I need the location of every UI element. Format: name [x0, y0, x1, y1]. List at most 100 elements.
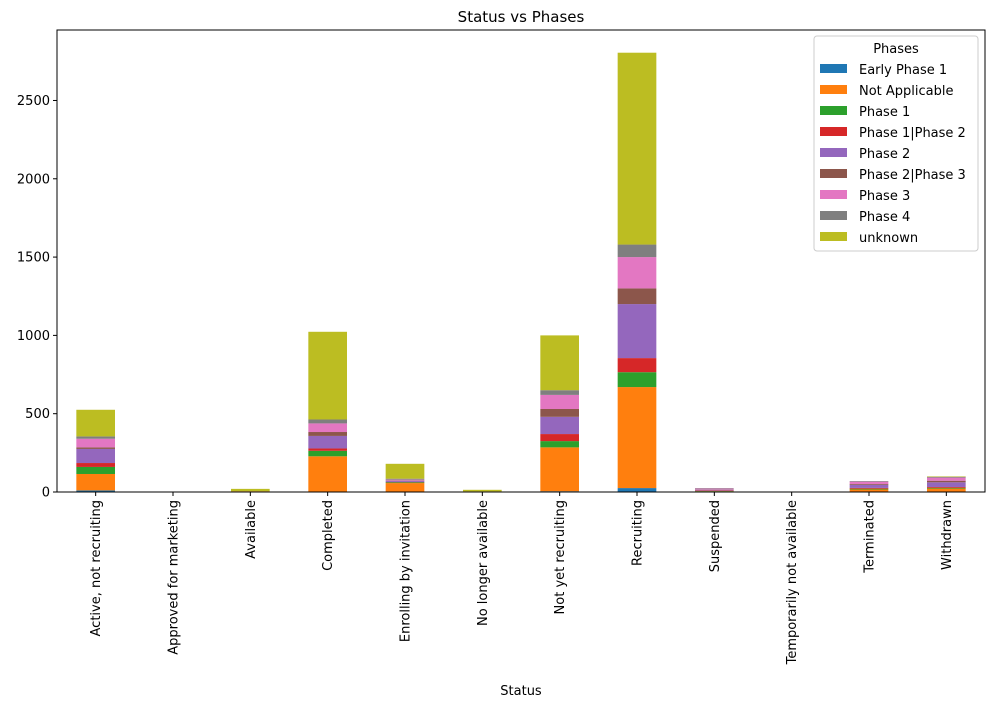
bar-withdrawn-phase-4 [927, 476, 966, 478]
legend-label-phase-1-phase-2: Phase 1|Phase 2 [859, 126, 966, 141]
y-tick-label-2500: 2500 [17, 94, 50, 109]
bar-not-yet-recruiting-phase-1 [540, 441, 579, 448]
y-tick-label-0: 0 [42, 486, 50, 501]
bar-completed-phase-2 [308, 435, 347, 449]
bar-not-yet-recruiting-phase-1-phase-2 [540, 434, 579, 442]
plot-frame [56, 29, 986, 493]
legend-swatch-phase-2-phase-3 [820, 169, 847, 178]
legend-label-phase-2-phase-3: Phase 2|Phase 3 [859, 168, 966, 183]
x-tick-label-available: Available [244, 500, 259, 559]
y-tick-label-2000: 2000 [17, 172, 50, 187]
bar-completed-phase-3 [308, 423, 347, 433]
bar-available-unknown [231, 488, 270, 492]
bar-completed-phase-4 [308, 419, 347, 424]
bar-recruiting-phase-1 [617, 372, 657, 388]
bar-recruiting-phase-4 [617, 244, 657, 258]
legend-swatch-early-phase-1 [820, 64, 847, 73]
x-axis: Active, not recruiting Approved for marke… [89, 492, 955, 665]
x-tick-label-withdrawn: Withdrawn [940, 500, 955, 570]
bar-active-not-recruiting-phase-2 [76, 448, 115, 464]
y-tick-label-1000: 1000 [17, 329, 50, 344]
bar-enrolling-by-invitation-phase-4 [385, 478, 425, 480]
legend-swatch-phase-3 [820, 190, 847, 199]
bar-recruiting-not-applicable [617, 387, 657, 489]
bar-enrolling-by-invitation-phase-1 [385, 482, 425, 484]
bar-no-longer-available-unknown [463, 489, 502, 492]
legend-box [813, 35, 979, 252]
bar-recruiting-unknown [617, 52, 657, 245]
bar-completed-phase-2-phase-3 [308, 432, 347, 436]
bar-completed-phase-1-phase-2 [308, 448, 347, 451]
x-tick-label-not-yet-recruiting: Not yet recruiting [553, 500, 568, 614]
legend-swatch-phase-1 [820, 106, 847, 115]
y-tick-label-1500: 1500 [17, 251, 50, 266]
bar-terminated-phase-3 [849, 481, 889, 485]
legend-label-phase-4: Phase 4 [859, 210, 910, 225]
bar-enrolling-by-invitation-phase-3 [385, 479, 425, 481]
bar-completed-unknown [308, 331, 347, 420]
legend-label-phase-1: Phase 1 [859, 105, 910, 120]
bar-terminated-phase-1 [849, 488, 889, 490]
legend-swatch-not-applicable [820, 85, 847, 94]
x-tick-label-active-not-recruiting: Active, not recruiting [89, 500, 104, 637]
legend-label-phase-2: Phase 2 [859, 147, 910, 162]
bar-terminated-phase-2 [849, 484, 889, 488]
bar-active-not-recruiting-phase-1 [76, 466, 115, 474]
bar-terminated-phase-4 [849, 481, 889, 482]
y-axis: 0 500 1000 1500 2000 2500 [17, 94, 57, 501]
bar-recruiting-phase-2 [617, 304, 657, 359]
bar-not-yet-recruiting-phase-2-phase-3 [540, 408, 579, 417]
bar-withdrawn-phase-2 [927, 482, 966, 487]
legend-swatch-phase-4 [820, 211, 847, 220]
bar-withdrawn-phase-2-phase-3 [927, 480, 966, 483]
bar-active-not-recruiting-early-phase-1 [76, 490, 115, 492]
bar-enrolling-by-invitation-unknown [385, 463, 425, 479]
bar-not-yet-recruiting-phase-4 [540, 390, 579, 395]
bar-active-not-recruiting-unknown [76, 409, 115, 437]
legend-label-not-applicable: Not Applicable [859, 84, 954, 99]
legend-label-unknown: unknown [859, 231, 918, 246]
bar-withdrawn-not-applicable [927, 488, 966, 492]
chart-title: Status vs Phases [458, 8, 585, 26]
bar-active-not-recruiting-phase-4 [76, 436, 115, 439]
bar-suspended-phase-3 [695, 488, 734, 490]
legend: Phases Early Phase 1 Not Applicable Phase 1… [813, 35, 979, 252]
bar-suspended-phase-2 [695, 489, 734, 491]
bar-withdrawn-phase-1-phase-2 [927, 486, 966, 488]
bar-terminated-phase-1-phase-2 [849, 487, 889, 489]
bar-active-not-recruiting-phase-2-phase-3 [76, 447, 115, 449]
bars-layer [76, 52, 966, 492]
bar-completed-not-applicable [308, 456, 347, 492]
legend-swatch-phase-2 [820, 148, 847, 157]
legend-title: Phases [873, 42, 919, 57]
x-tick-label-recruiting: Recruiting [631, 500, 646, 566]
bar-not-yet-recruiting-phase-2 [540, 416, 579, 435]
bar-active-not-recruiting-not-applicable [76, 473, 115, 491]
y-tick-label-500: 500 [25, 407, 50, 422]
bar-active-not-recruiting-phase-1-phase-2 [76, 463, 115, 467]
bar-enrolling-by-invitation-not-applicable [385, 483, 425, 492]
bar-active-not-recruiting-phase-3 [76, 438, 115, 448]
bar-recruiting-phase-1-phase-2 [617, 358, 657, 373]
bar-enrolling-by-invitation-phase-2 [385, 480, 425, 482]
x-tick-label-completed: Completed [321, 500, 336, 571]
legend-swatch-unknown [820, 232, 847, 241]
bar-completed-phase-1 [308, 450, 347, 457]
x-axis-label: Status [500, 684, 542, 699]
bar-recruiting-phase-3 [617, 257, 657, 289]
bar-terminated-not-applicable [849, 489, 889, 492]
legend-label-phase-3: Phase 3 [859, 189, 910, 204]
bar-terminated-phase-2-phase-3 [849, 484, 889, 485]
legend-swatch-phase-1-phase-2 [820, 127, 847, 136]
x-tick-label-enrolling-by-invitation: Enrolling by invitation [399, 500, 414, 642]
x-tick-label-no-longer-available: No longer available [476, 500, 491, 626]
bar-withdrawn-phase-3 [927, 477, 966, 481]
x-tick-label-temporarily-not-available: Temporarily not available [785, 500, 800, 665]
legend-label-early-phase-1: Early Phase 1 [859, 63, 947, 78]
bar-recruiting-early-phase-1 [617, 488, 657, 492]
x-tick-label-terminated: Terminated [863, 500, 878, 574]
bar-not-yet-recruiting-not-applicable [540, 447, 579, 492]
bar-recruiting-phase-2-phase-3 [617, 288, 657, 305]
bar-not-yet-recruiting-unknown [540, 335, 579, 391]
